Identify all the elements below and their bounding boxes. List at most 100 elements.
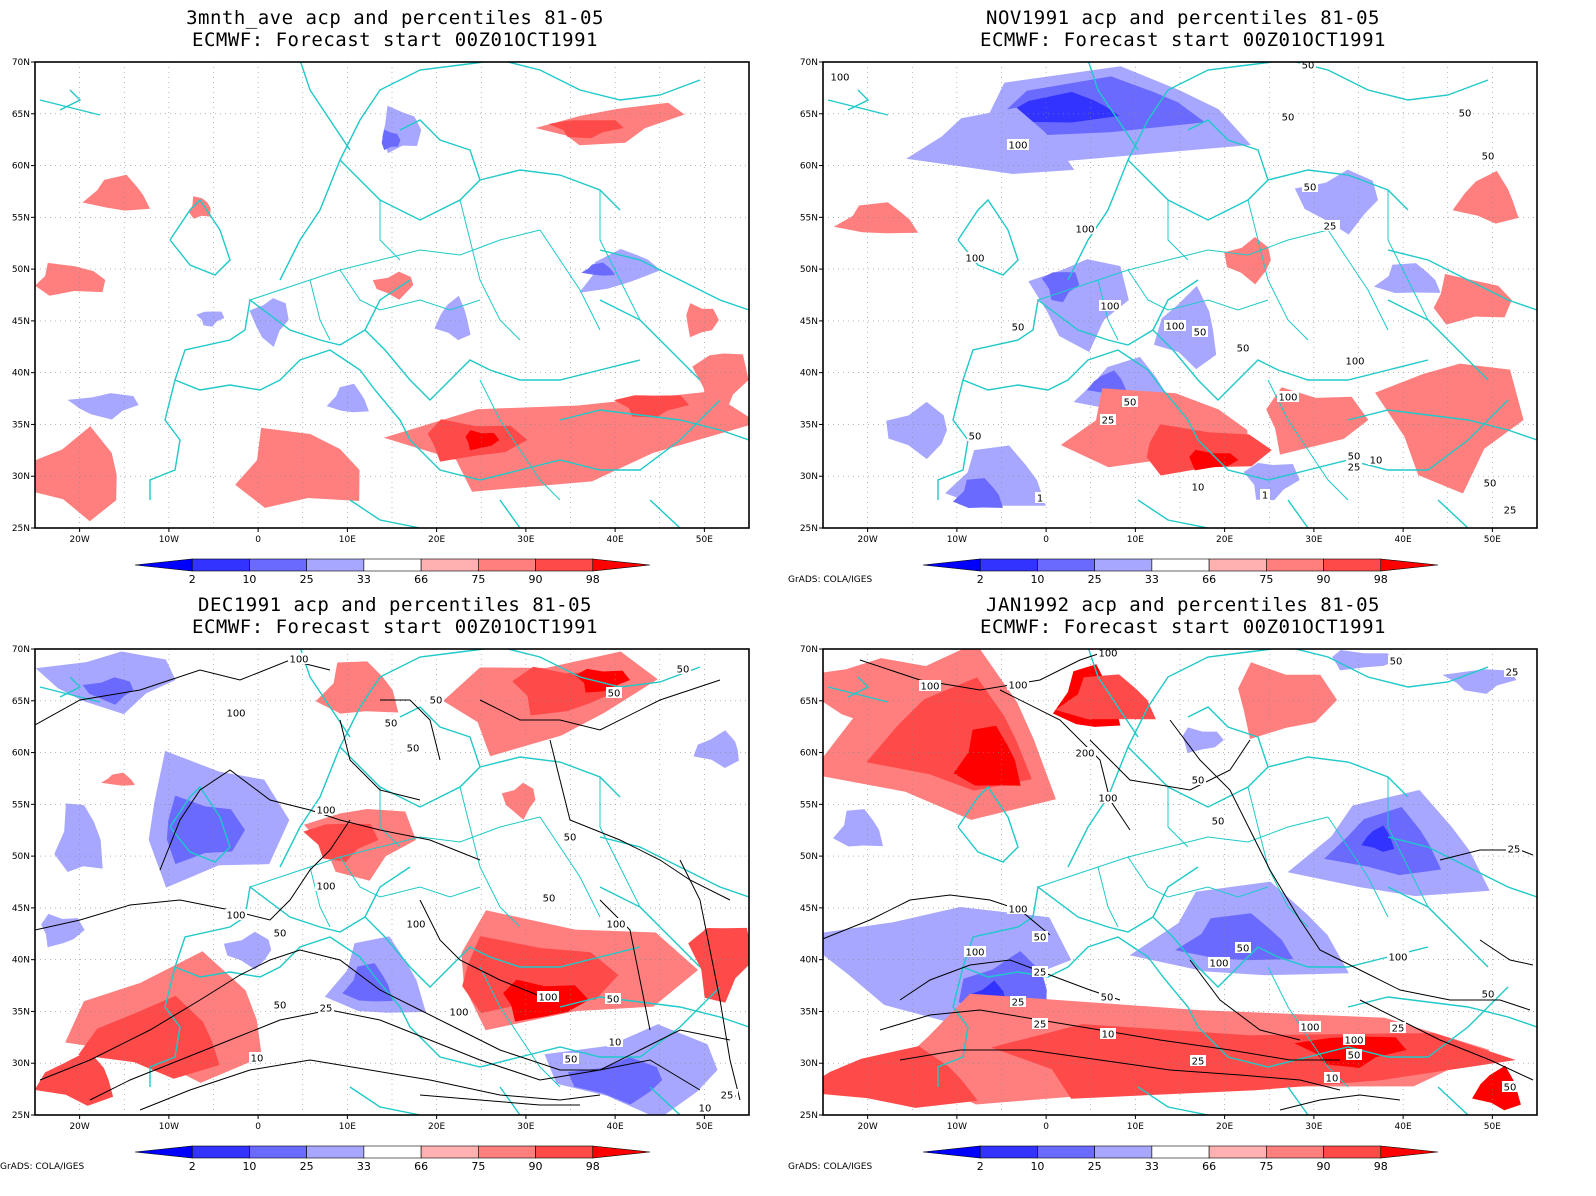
lat-tick-label: 45N — [12, 317, 30, 327]
contour-label: 100 — [316, 882, 335, 893]
anomaly-region — [613, 395, 690, 418]
map-panel-3: DEC1991 acp and percentiles 81-05 ECMWF: … — [0, 587, 790, 1182]
anomaly-region — [1266, 387, 1369, 455]
contour-line — [419, 1094, 580, 1106]
contour-label: 100 — [538, 993, 557, 1004]
contour-label: 50 — [1282, 113, 1295, 124]
anomaly-region — [833, 809, 883, 847]
map-frame — [822, 648, 1538, 1116]
lon-tick-label: 0 — [1043, 1122, 1049, 1132]
colorbar-label: 10 — [1030, 1160, 1044, 1173]
lat-tick-label: 40N — [12, 369, 30, 379]
colorbar: 2 10 25 33 66 75 90 98 — [134, 1145, 651, 1173]
lon-tick-label: 40E — [1395, 535, 1412, 545]
anomaly-region — [372, 271, 414, 300]
lat-tick-label: 35N — [12, 1007, 30, 1017]
lat-tick-label: 60N — [12, 162, 30, 172]
contour-label: 50 — [1504, 1083, 1517, 1094]
contour-label: 100 — [920, 682, 939, 693]
colorbar-label: 98 — [1374, 1160, 1388, 1173]
contour-label: 50 — [969, 432, 982, 443]
lat-tick-label: 35N — [800, 420, 818, 430]
contour-label: 50 — [1482, 152, 1495, 163]
lat-tick-label: 50N — [800, 265, 818, 275]
anomaly-region — [1146, 424, 1272, 476]
contour-label: 100 — [316, 806, 335, 817]
anomaly-region — [688, 927, 749, 1003]
contour-label: 25 — [1392, 1024, 1405, 1035]
colorbar-label: 2 — [189, 1160, 196, 1173]
lon-tick-label: 50E — [1484, 535, 1501, 545]
panel-title: DEC1991 acp and percentiles 81-05 — [198, 594, 592, 616]
lat-tick-label: 70N — [800, 58, 818, 68]
lat-tick-label: 55N — [12, 213, 30, 223]
colorbar-label: 90 — [529, 1160, 543, 1173]
anomaly-region — [952, 478, 1003, 508]
lon-tick-label: 10E — [1127, 1122, 1144, 1132]
lon-tick-label: 10E — [339, 535, 356, 545]
lon-tick-label: 20E — [428, 1122, 445, 1132]
contour-label: 50 — [1194, 328, 1207, 339]
lat-tick-label: 25N — [800, 1111, 818, 1121]
anomaly-region — [35, 1050, 114, 1106]
anomaly-region — [249, 298, 289, 347]
panel-subtitle: ECMWF: Forecast start 00Z01OCT1991 — [192, 29, 598, 51]
contour-label: 100 — [830, 73, 849, 84]
colorbar-label: 98 — [586, 573, 600, 586]
colorbar-label: 2 — [189, 573, 196, 586]
contour-label: 25 — [1034, 968, 1047, 979]
lat-tick-label: 70N — [12, 58, 30, 68]
anomaly-region — [693, 730, 739, 768]
anomaly-region — [101, 772, 135, 786]
contour-label: 25 — [1102, 416, 1115, 427]
country-borders — [249, 777, 641, 1088]
lon-tick-label: 20E — [428, 535, 445, 545]
colorbar-label: 75 — [471, 1160, 485, 1173]
anomaly-region — [82, 174, 150, 211]
panel-title: 3mnth_ave acp and percentiles 81-05 — [186, 7, 604, 29]
lat-tick-label: 45N — [800, 904, 818, 914]
contour-label: 1 — [1037, 494, 1043, 505]
anomaly-region — [833, 202, 919, 234]
colorbar-label: 66 — [1202, 1160, 1216, 1173]
contour-label: 100 — [965, 254, 984, 265]
contour-line — [1089, 739, 1251, 791]
contour-label: 50 — [1237, 944, 1250, 955]
lat-tick-label: 30N — [800, 472, 818, 482]
contour-label: 50 — [608, 689, 621, 700]
colorbar-label: 90 — [1317, 573, 1331, 586]
lat-tick-label: 25N — [800, 524, 818, 534]
lon-tick-label: 20E — [1216, 535, 1233, 545]
colorbar-label: 10 — [242, 1160, 256, 1173]
lon-tick-label: 20W — [857, 535, 877, 545]
contour-label: 50 — [385, 719, 398, 730]
contour-line — [159, 769, 481, 871]
lat-tick-label: 70N — [800, 645, 818, 655]
colorbar: 2 10 25 33 66 75 90 98 — [922, 1145, 1439, 1173]
colorbar-label: 75 — [1259, 573, 1273, 586]
anomaly-field — [823, 649, 1537, 1115]
contour-line — [139, 1059, 601, 1111]
anomaly-region — [823, 1046, 978, 1108]
colorbar-label: 25 — [300, 573, 314, 586]
contour-label: 200 — [1075, 749, 1094, 760]
lat-tick-label: 55N — [800, 800, 818, 810]
contour-label: 50 — [1101, 993, 1114, 1004]
contour-label: 25 — [1504, 506, 1517, 517]
contour-label: 50 — [1348, 1051, 1361, 1062]
contour-line — [1479, 939, 1534, 966]
lon-tick-label: 30E — [517, 1122, 534, 1132]
contour-line — [419, 899, 551, 1001]
colorbar-label: 33 — [357, 573, 371, 586]
lon-tick-label: 30E — [1305, 535, 1322, 545]
map-frame — [34, 648, 750, 1116]
contour-label: 25 — [1324, 222, 1337, 233]
contour-label: 50 — [564, 833, 577, 844]
contour-label: 50 — [1012, 323, 1025, 334]
contour-label: 50 — [1034, 933, 1047, 944]
colorbar-label: 33 — [1145, 1160, 1159, 1173]
contour-label: 50 — [1459, 109, 1472, 120]
lon-tick-label: 50E — [1484, 1122, 1501, 1132]
panel-subtitle: ECMWF: Forecast start 00Z01OCT1991 — [192, 616, 598, 638]
contour-labels: 100 100 100 50 25 200 50 100 50 25 100 50 100 50 25 100… — [919, 647, 1522, 1094]
